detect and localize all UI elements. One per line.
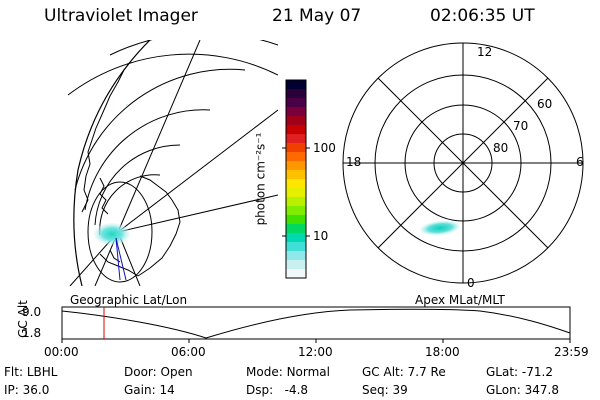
altitude-curve	[61, 308, 571, 339]
colorbar-band	[286, 251, 306, 261]
info-glon-value: 347.8	[524, 383, 559, 397]
colorbar-tick-100: 100	[313, 141, 336, 155]
mlt-label-0: 0	[467, 276, 475, 290]
altitude-ytick-min: 1.8	[22, 326, 42, 340]
colorbar-band	[286, 143, 306, 153]
info-door: Door: Open	[124, 365, 193, 379]
colorbar-band	[286, 260, 306, 270]
info-flt: Flt: LBHL	[4, 365, 58, 379]
info-gain: Gain: 14	[124, 383, 175, 397]
time-label: 02:06:35 UT	[430, 6, 535, 26]
colorbar-band	[286, 233, 306, 243]
colorbar-tick-10: 10	[313, 229, 329, 243]
altitude-xtick-4: 23:59	[554, 345, 589, 359]
info-door-value: Open	[160, 365, 193, 379]
colorbar-band	[286, 269, 306, 279]
colorbar-band	[286, 125, 306, 135]
altitude-xtick-0: 00:00	[44, 345, 79, 359]
colorbar-band	[286, 170, 306, 180]
colorbar-band	[286, 242, 306, 252]
info-ip-value: 36.0	[22, 383, 50, 397]
colorbar-band	[286, 152, 306, 162]
geo-panel-label: Geographic Lat/Lon	[70, 293, 188, 307]
info-flt-value: LBHL	[26, 365, 58, 379]
info-gc-alt: GC Alt: 7.7 Re	[362, 365, 446, 379]
colorbar-band	[286, 179, 306, 189]
info-seq-value: 39	[392, 383, 408, 397]
info-glat: GLat: -71.2	[486, 365, 553, 379]
info-dsp-value: -4.8	[284, 383, 309, 397]
info-gc-alt-value: 7.7 Re	[407, 365, 446, 379]
colorbar-band	[286, 89, 306, 99]
info-ip: IP: 36.0	[4, 383, 50, 397]
mlat-label-60: 60	[537, 97, 553, 111]
info-gain-value: 14	[159, 383, 175, 397]
info-mode: Mode: Normal	[246, 365, 330, 379]
aurora-emission	[94, 223, 130, 245]
mlt-label-12: 12	[477, 45, 493, 59]
mlt-label-18: 18	[346, 155, 362, 169]
info-seq: Seq: 39	[362, 383, 408, 397]
colorbar-band	[286, 80, 306, 90]
colorbar-band	[286, 206, 306, 216]
info-glat-value: -71.2	[521, 365, 553, 379]
polar-panel-label: Apex MLat/MLT	[415, 293, 505, 307]
colorbar-band	[286, 188, 306, 198]
mlat-label-80: 80	[493, 141, 509, 155]
mlat-label-70: 70	[513, 119, 529, 133]
info-dsp: Dsp: -4.8	[246, 383, 309, 397]
info-glon: GLon: 347.8	[486, 383, 559, 397]
colorbar-band	[286, 197, 306, 207]
colorbar-band	[286, 215, 306, 225]
colorbar-band	[286, 116, 306, 126]
polar-aurora-emission	[420, 220, 460, 236]
colorbar-band	[286, 224, 306, 234]
altitude-xtick-1: 06:00	[171, 345, 206, 359]
info-mode-value: Normal	[286, 365, 330, 379]
instrument-title: Ultraviolet Imager	[44, 6, 198, 26]
altitude-xtick-2: 12:00	[298, 345, 333, 359]
altitude-ytick-max: 9.0	[22, 305, 42, 319]
mlt-label-6: 6	[576, 155, 584, 169]
colorbar-band	[286, 161, 306, 171]
colorbar-band	[286, 98, 306, 108]
colorbar-band	[286, 134, 306, 144]
altitude-xtick-3: 18:00	[425, 345, 460, 359]
date-label: 21 May 07	[272, 6, 362, 26]
colorbar-band	[286, 107, 306, 117]
